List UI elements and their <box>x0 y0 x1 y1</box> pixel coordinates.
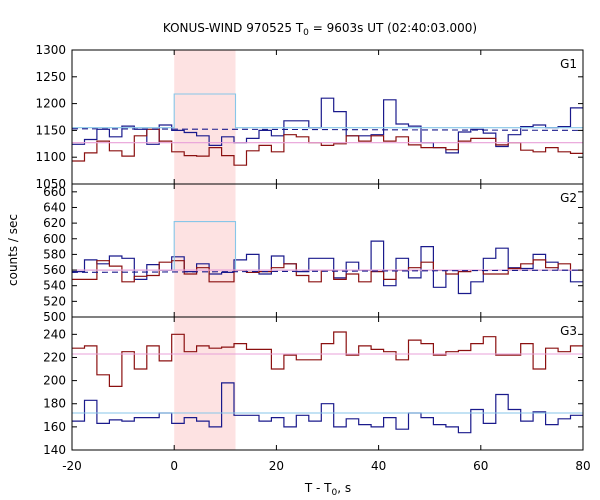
panel-frame <box>71 183 584 318</box>
series-g-blue <box>72 382 583 434</box>
y-tick-label: 540 <box>43 279 66 293</box>
y-tick-label: 620 <box>43 216 66 230</box>
y-tick-label: 560 <box>43 263 66 277</box>
y-tick-label: 520 <box>43 294 66 308</box>
x-tick-label: 40 <box>371 459 386 473</box>
y-tick-label: 1300 <box>35 43 66 57</box>
x-tick-label: 0 <box>170 459 178 473</box>
series-fit-blue <box>72 221 583 271</box>
y-tick-label: 1100 <box>35 150 66 164</box>
y-tick-label: 1150 <box>35 123 66 137</box>
y-tick-label: 660 <box>43 185 66 199</box>
y-tick-label: 140 <box>43 443 66 457</box>
series-dash-dashed <box>71 269 584 273</box>
y-tick-label: 1200 <box>35 97 66 111</box>
highlight-interval <box>174 184 236 317</box>
y-tick-label: 220 <box>43 350 66 364</box>
x-tick-label: 60 <box>473 459 488 473</box>
y-tick-label: 180 <box>43 397 66 411</box>
panel-label: G1 <box>560 57 577 71</box>
panel-frame <box>71 49 584 185</box>
y-tick-label: 600 <box>43 232 66 246</box>
series-dash-dashed <box>71 128 584 131</box>
y-tick-label: 200 <box>43 374 66 388</box>
y-tick-label: 240 <box>43 327 66 341</box>
panel-frame <box>71 316 584 451</box>
y-tick-label: 500 <box>43 310 66 324</box>
series-g-blue <box>72 240 583 295</box>
x-tick-label: 20 <box>269 459 284 473</box>
panel-label: G3 <box>560 324 577 338</box>
series-g-red <box>72 128 583 166</box>
series-g-red <box>72 331 583 387</box>
x-tick-label: 80 <box>575 459 590 473</box>
chart-title: KONUS-WIND 970525 T0 = 9603s UT (02:40:0… <box>163 21 477 38</box>
x-tick-label: -20 <box>62 459 82 473</box>
y-tick-label: 640 <box>43 200 66 214</box>
x-axis-label: T - T0, s <box>304 481 351 498</box>
y-axis-label: counts / sec <box>6 214 20 286</box>
y-tick-label: 1050 <box>35 177 66 191</box>
panel-label: G2 <box>560 191 577 205</box>
highlight-interval <box>174 50 236 184</box>
y-tick-label: 580 <box>43 247 66 261</box>
x-axis-ticks: -20 0 20 40 60 80 <box>62 459 590 473</box>
y-tick-label: 1250 <box>35 70 66 84</box>
panel-g1: 1050 1100 1150 1200 1250 1300 G1 <box>35 43 584 191</box>
y-tick-label: 160 <box>43 420 66 434</box>
panel-g3: 140 160 180 200 220 240 G3 <box>43 316 584 457</box>
series-fit-blue <box>72 93 583 129</box>
